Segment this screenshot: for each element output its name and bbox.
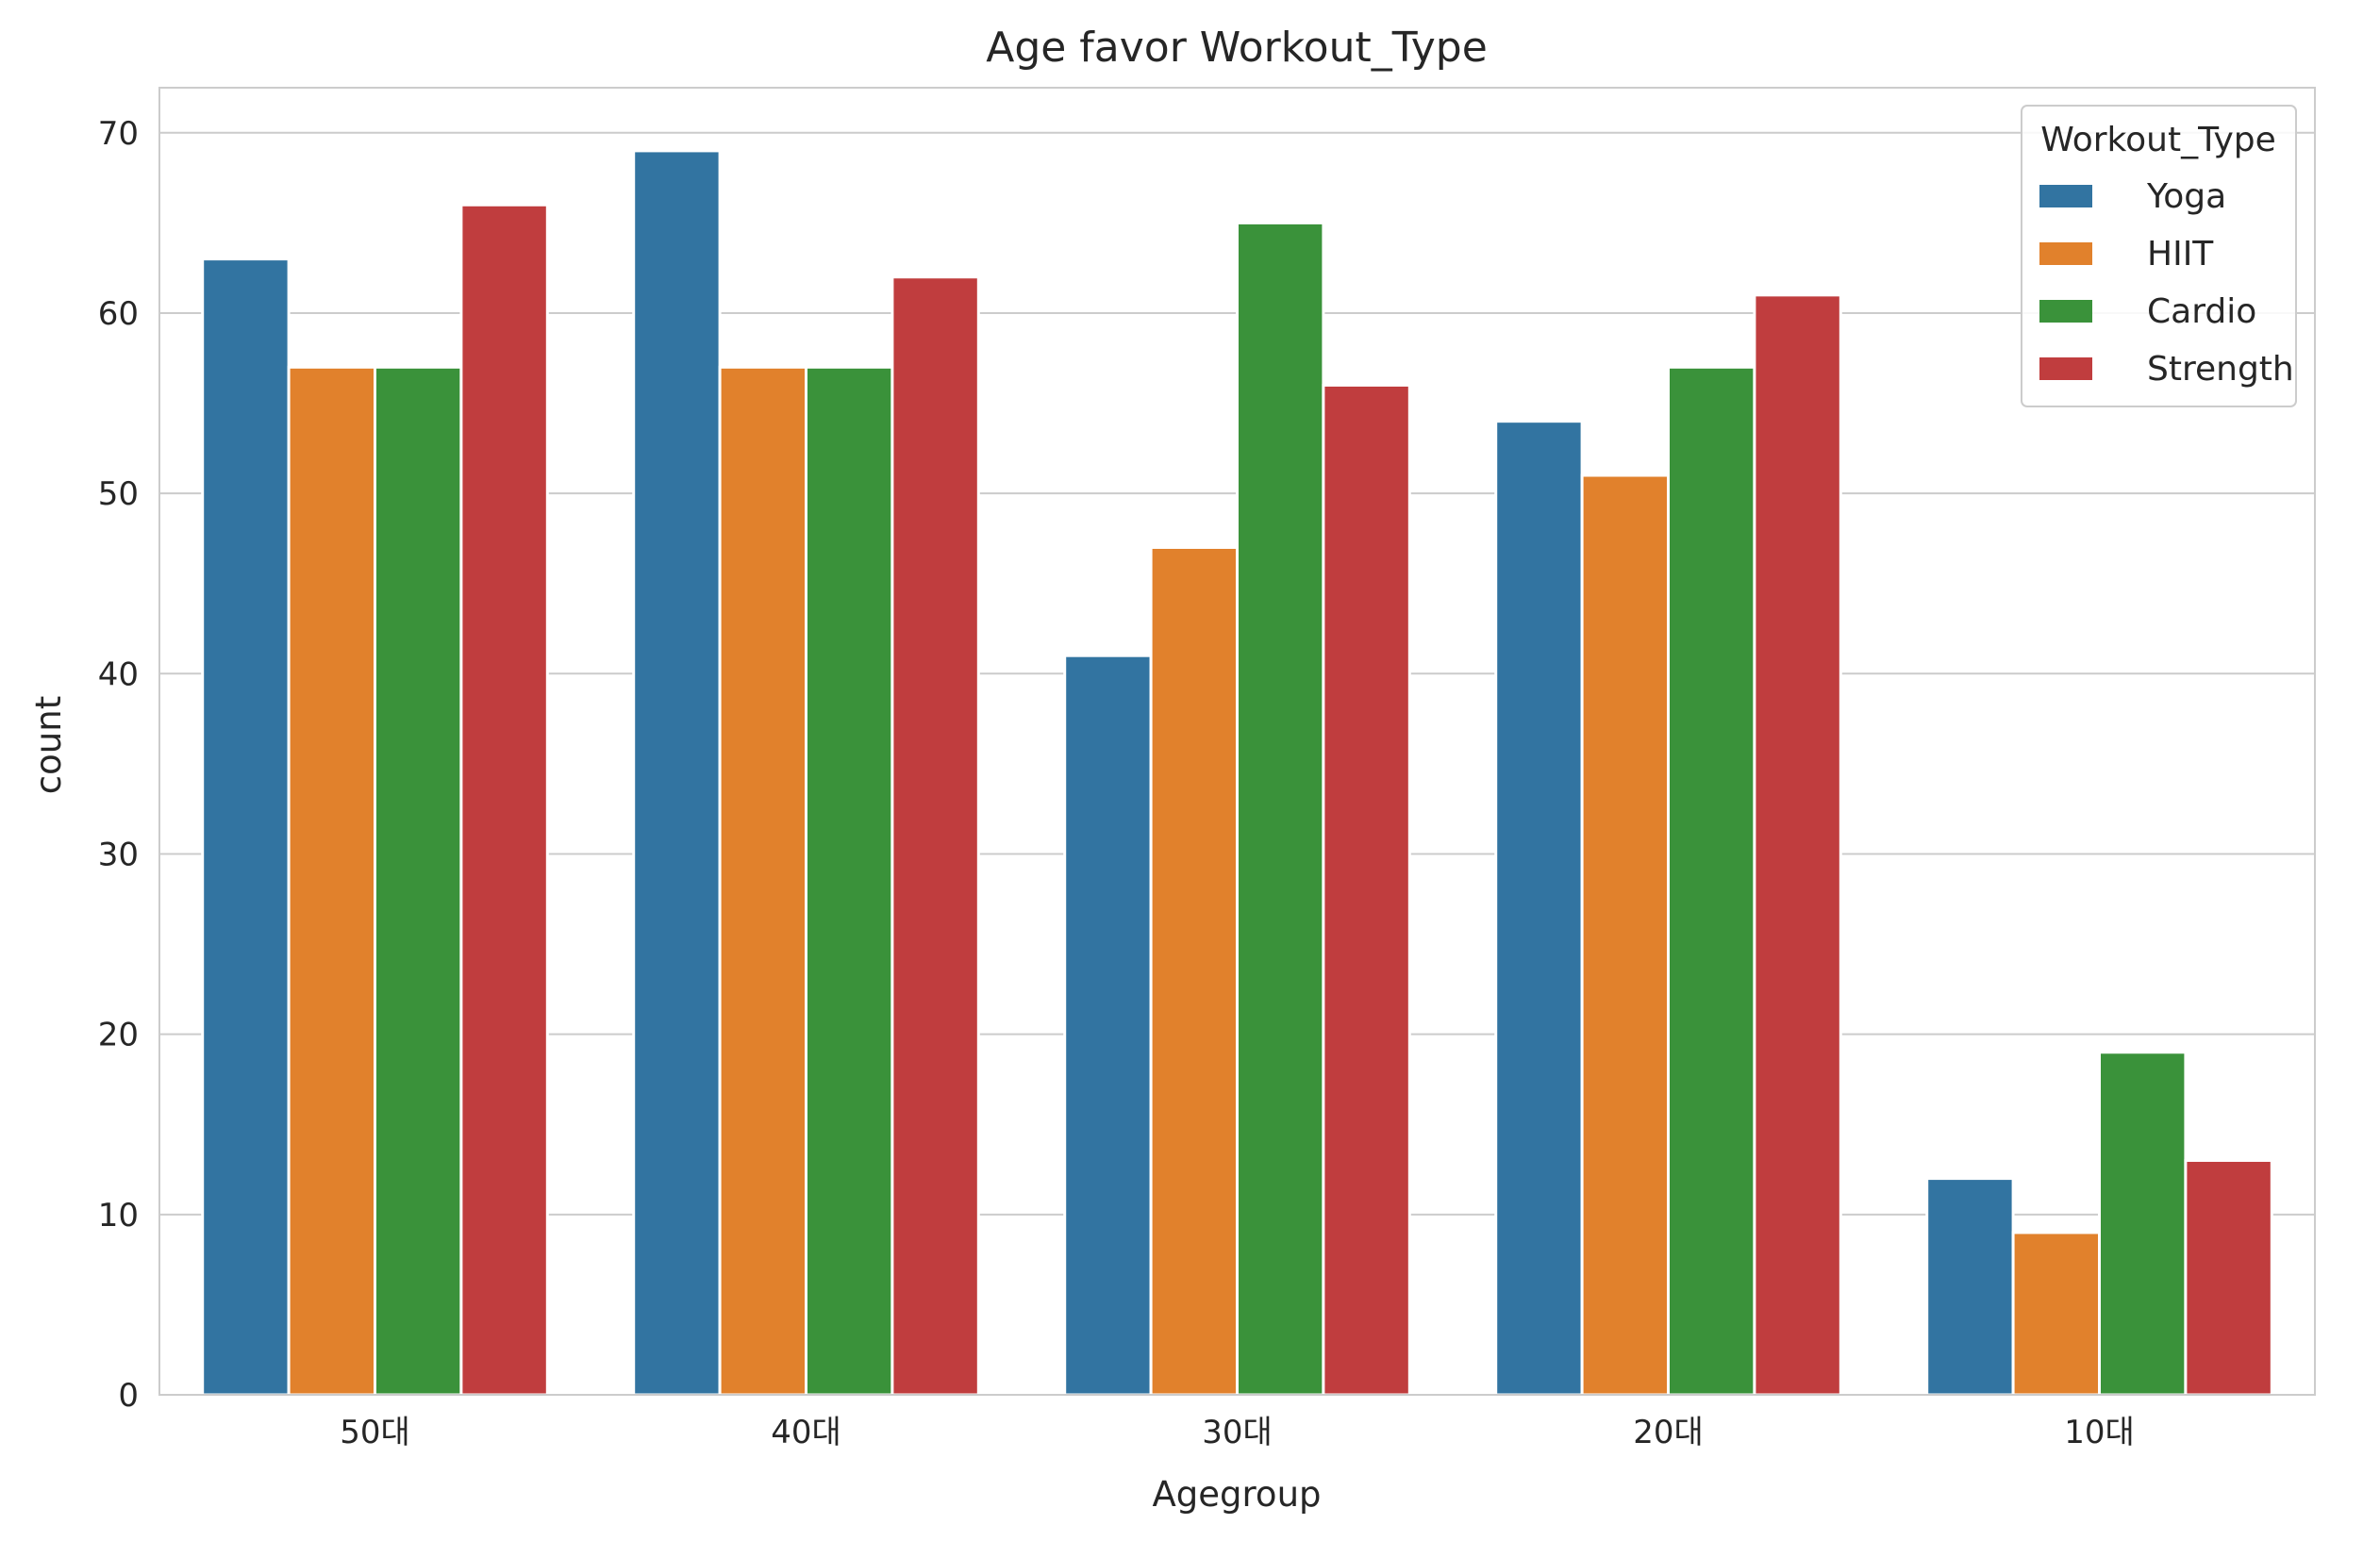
legend-title: Workout_Type — [2040, 121, 2276, 159]
bar-hiit — [287, 365, 377, 1397]
legend: Workout_Type Yoga HIIT Cardio Strength — [2021, 105, 2297, 407]
legend-label-hiit: HIIT — [2147, 235, 2214, 273]
bars-group — [201, 149, 2273, 1397]
legend-swatch-strength — [2039, 357, 2092, 380]
x-tick-label: 20대 — [1633, 1414, 1704, 1451]
bar-hiit — [718, 365, 807, 1397]
legend-label-cardio: Cardio — [2147, 292, 2256, 331]
y-tick-label: 50 — [98, 475, 139, 513]
legend-swatch-hiit — [2039, 242, 2092, 265]
x-tick-label: 40대 — [771, 1414, 841, 1451]
x-axis-title: Agegroup — [1152, 1474, 1321, 1515]
bar-cardio — [2098, 1051, 2188, 1397]
bar-cardio — [1236, 221, 1325, 1397]
y-tick-label: 60 — [98, 295, 139, 333]
bar-cardio — [1667, 365, 1756, 1397]
y-tick-label: 70 — [98, 115, 139, 153]
y-tick-label: 40 — [98, 655, 139, 693]
bar-strength — [1753, 293, 1842, 1397]
bar-yoga — [201, 257, 291, 1397]
x-tick-label: 30대 — [1202, 1414, 1273, 1451]
y-tick-label: 30 — [98, 836, 139, 873]
x-axis-ticks: 50대 40대 30대 20대 10대 — [340, 1414, 2135, 1451]
bar-yoga — [1063, 654, 1153, 1397]
y-axis-title: count — [28, 696, 69, 794]
legend-items: Yoga HIIT Cardio Strength — [2039, 177, 2294, 389]
bar-hiit — [1149, 545, 1239, 1397]
y-tick-label: 0 — [118, 1377, 139, 1415]
y-axis-ticks: 0 10 20 30 40 50 60 70 — [98, 115, 139, 1415]
legend-label-yoga: Yoga — [2146, 177, 2226, 216]
bar-yoga — [632, 149, 722, 1397]
bar-hiit — [2011, 1231, 2102, 1397]
bar-strength — [890, 275, 980, 1397]
bar-strength — [2184, 1158, 2273, 1397]
bar-strength — [1322, 383, 1411, 1397]
legend-swatch-yoga — [2039, 185, 2092, 207]
y-tick-label: 20 — [98, 1017, 139, 1054]
chart-title: Age favor Workout_Type — [986, 24, 1488, 72]
x-tick-label: 50대 — [340, 1414, 410, 1451]
y-tick-label: 10 — [98, 1197, 139, 1234]
bar-strength — [459, 203, 549, 1397]
legend-swatch-cardio — [2039, 300, 2092, 323]
bar-cardio — [374, 365, 463, 1397]
legend-label-strength: Strength — [2147, 350, 2294, 389]
legend-box — [2021, 105, 2297, 407]
bar-cardio — [805, 365, 894, 1397]
bar-hiit — [1580, 473, 1670, 1397]
bar-yoga — [1494, 420, 1584, 1397]
x-tick-label: 10대 — [2064, 1414, 2135, 1451]
bar-yoga — [1925, 1177, 2015, 1397]
plot-frame — [158, 87, 2316, 1396]
